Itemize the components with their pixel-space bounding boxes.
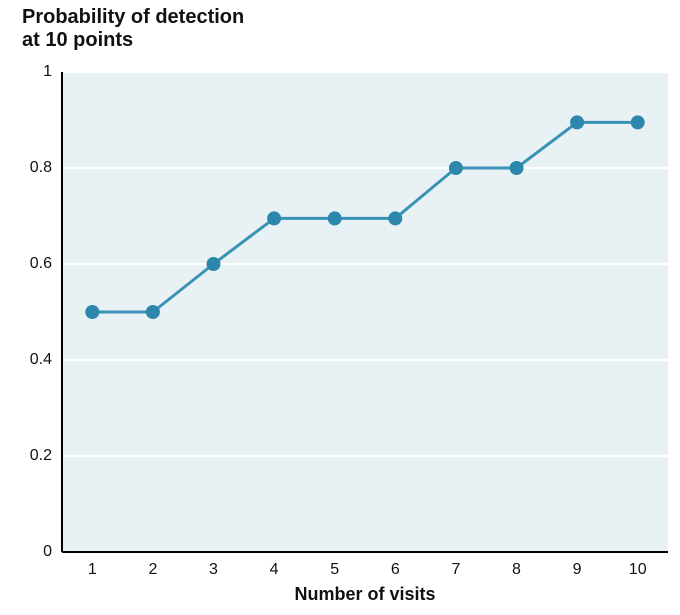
series-marker: [328, 211, 342, 225]
x-tick-label: 8: [512, 561, 521, 578]
x-tick-label: 10: [629, 561, 647, 578]
chart-svg: 0 0.2 0.4 0.6 0.8 1 1 2 3 4 5 6 7 8 9 10: [0, 0, 680, 615]
x-axis-label: Number of visits: [62, 584, 668, 605]
chart-title: Probability of detection at 10 points: [22, 6, 244, 52]
chart-title-line1: Probability of detection: [22, 6, 244, 28]
y-tick-label: 0.4: [30, 351, 52, 368]
series-marker: [85, 305, 99, 319]
series-marker: [631, 115, 645, 129]
series-marker: [267, 211, 281, 225]
x-tick-label: 5: [330, 561, 339, 578]
series-marker: [510, 161, 524, 175]
series-marker: [207, 257, 221, 271]
series-marker: [388, 211, 402, 225]
x-tick-label: 1: [88, 561, 97, 578]
x-tick-label: 9: [573, 561, 582, 578]
series-marker: [570, 115, 584, 129]
series-marker: [449, 161, 463, 175]
x-tick-label: 4: [270, 561, 279, 578]
x-tick-label: 2: [148, 561, 157, 578]
chart-container: Probability of detection at 10 points 00…: [0, 0, 680, 615]
y-tick-label: 0: [43, 543, 52, 560]
series-marker: [146, 305, 160, 319]
x-tick-label: 3: [209, 561, 218, 578]
y-tick-label: 0.2: [30, 447, 52, 464]
y-tick-label: 1: [43, 63, 52, 80]
x-tick-label: 7: [451, 561, 460, 578]
chart-title-line2: at 10 points: [22, 29, 133, 51]
x-tick-label: 6: [391, 561, 400, 578]
y-tick-label: 0.6: [30, 255, 52, 272]
y-tick-label: 0.8: [30, 159, 52, 176]
